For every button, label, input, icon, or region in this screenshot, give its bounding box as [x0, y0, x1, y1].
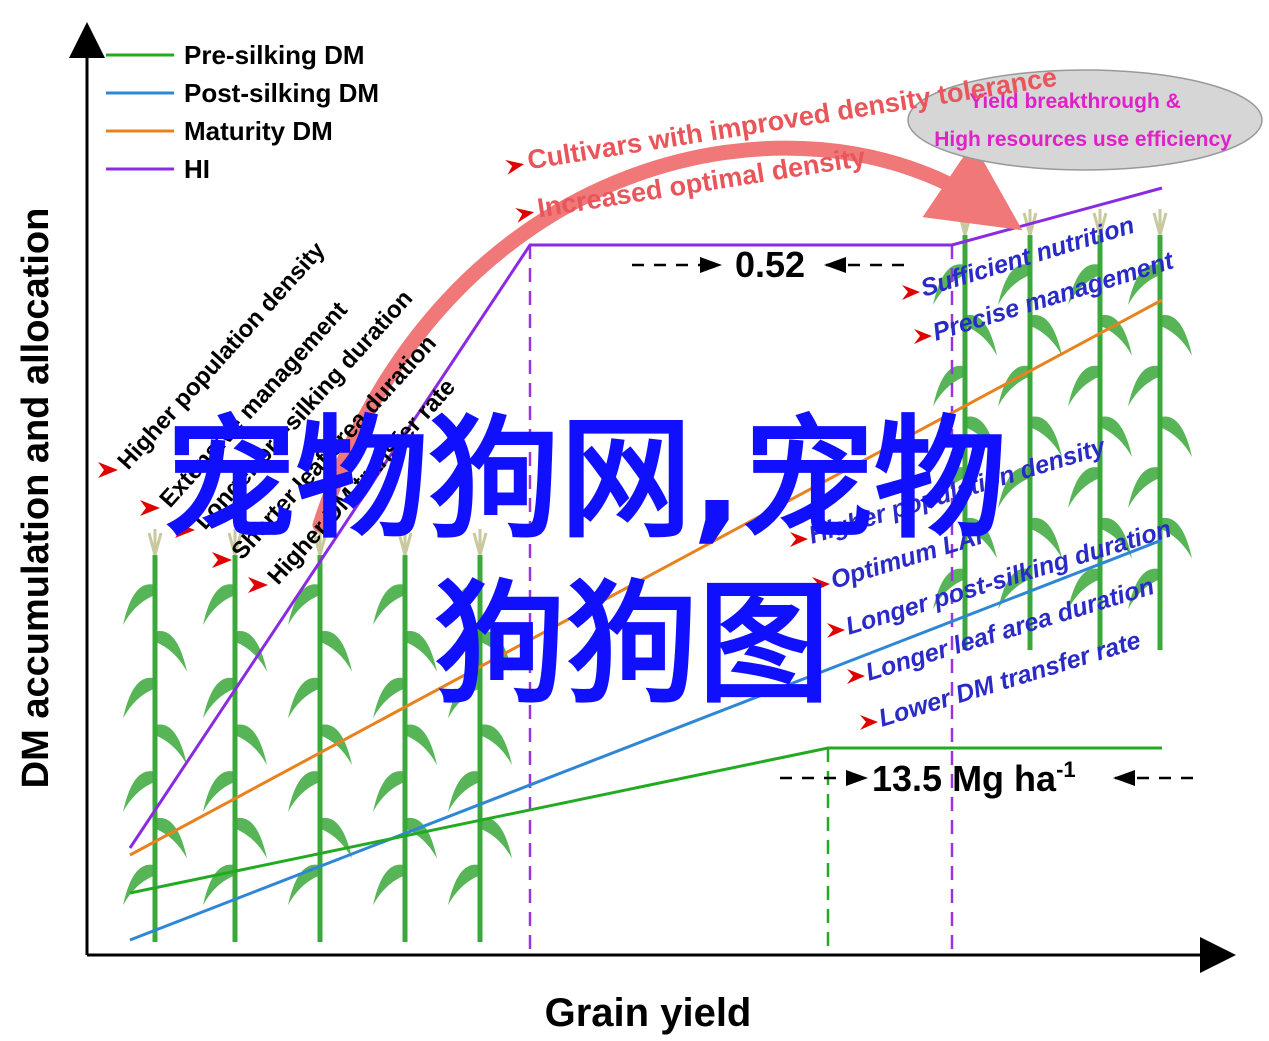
hi-line — [128, 186, 1163, 849]
yield-value: 13.5 Mg ha-1 — [872, 757, 1076, 799]
arrow-right-icon — [846, 770, 868, 786]
red-pointer-icon — [505, 159, 525, 175]
red-pointer-icon — [860, 715, 878, 730]
maturity-line — [129, 298, 1163, 857]
red-pointer-icon — [98, 462, 118, 478]
legend-label-maturity: Maturity DM — [184, 116, 333, 146]
corn-plant — [998, 209, 1062, 650]
hi-value-annotation: 0.52 — [632, 244, 910, 285]
legend-label-pre-silking: Pre-silking DM — [184, 40, 365, 70]
red-pointer-icon — [790, 532, 808, 547]
corn-plant — [448, 529, 512, 942]
ellipse-line-2: High resources use efficiency — [934, 128, 1232, 151]
red-pointer-icon — [914, 329, 932, 344]
arrow-right-icon — [700, 257, 722, 273]
y-axis-title: DM accumulation and allocation — [15, 208, 57, 789]
legend-label-hi: HI — [184, 154, 210, 184]
corn-plant — [1128, 209, 1192, 650]
red-pointer-icon — [902, 285, 920, 300]
yield-value-annotation: 13.5 Mg ha-1 — [780, 757, 1198, 799]
pre-silking-line — [129, 746, 1162, 895]
red-pointer-icon — [175, 522, 195, 538]
red-pointer-icon — [827, 623, 845, 638]
red-pointer-icon — [248, 577, 268, 593]
x-axis-title: Grain yield — [545, 991, 752, 1035]
post-silking-line — [129, 538, 1163, 942]
red-pointer-icon — [515, 207, 535, 223]
red-pointer-icon — [212, 552, 232, 568]
watermark-line-1: 宠物狗网,宠物 — [164, 403, 1006, 557]
corn-plants-left — [123, 529, 512, 942]
corn-plants-right — [933, 209, 1192, 650]
corn-plant — [373, 529, 437, 942]
red-pointer-icon — [140, 500, 160, 516]
legend-label-post-silking: Post-silking DM — [184, 78, 379, 108]
hi-value: 0.52 — [735, 244, 805, 285]
corn-plant — [123, 529, 187, 942]
legend: Pre-silking DM Post-silking DM Maturity … — [106, 40, 379, 184]
corn-plant — [1068, 209, 1132, 650]
ellipse-line-1: Yield breakthrough & — [969, 90, 1181, 113]
watermark-line-2: 狗狗图 — [434, 568, 830, 722]
outcome-ellipse — [907, 69, 1263, 171]
corn-plant — [203, 529, 267, 942]
red-pointer-icon — [847, 669, 865, 684]
improvement-arrow — [312, 140, 1023, 533]
red-pointer-icon — [812, 577, 830, 592]
corn-plant — [288, 529, 352, 942]
